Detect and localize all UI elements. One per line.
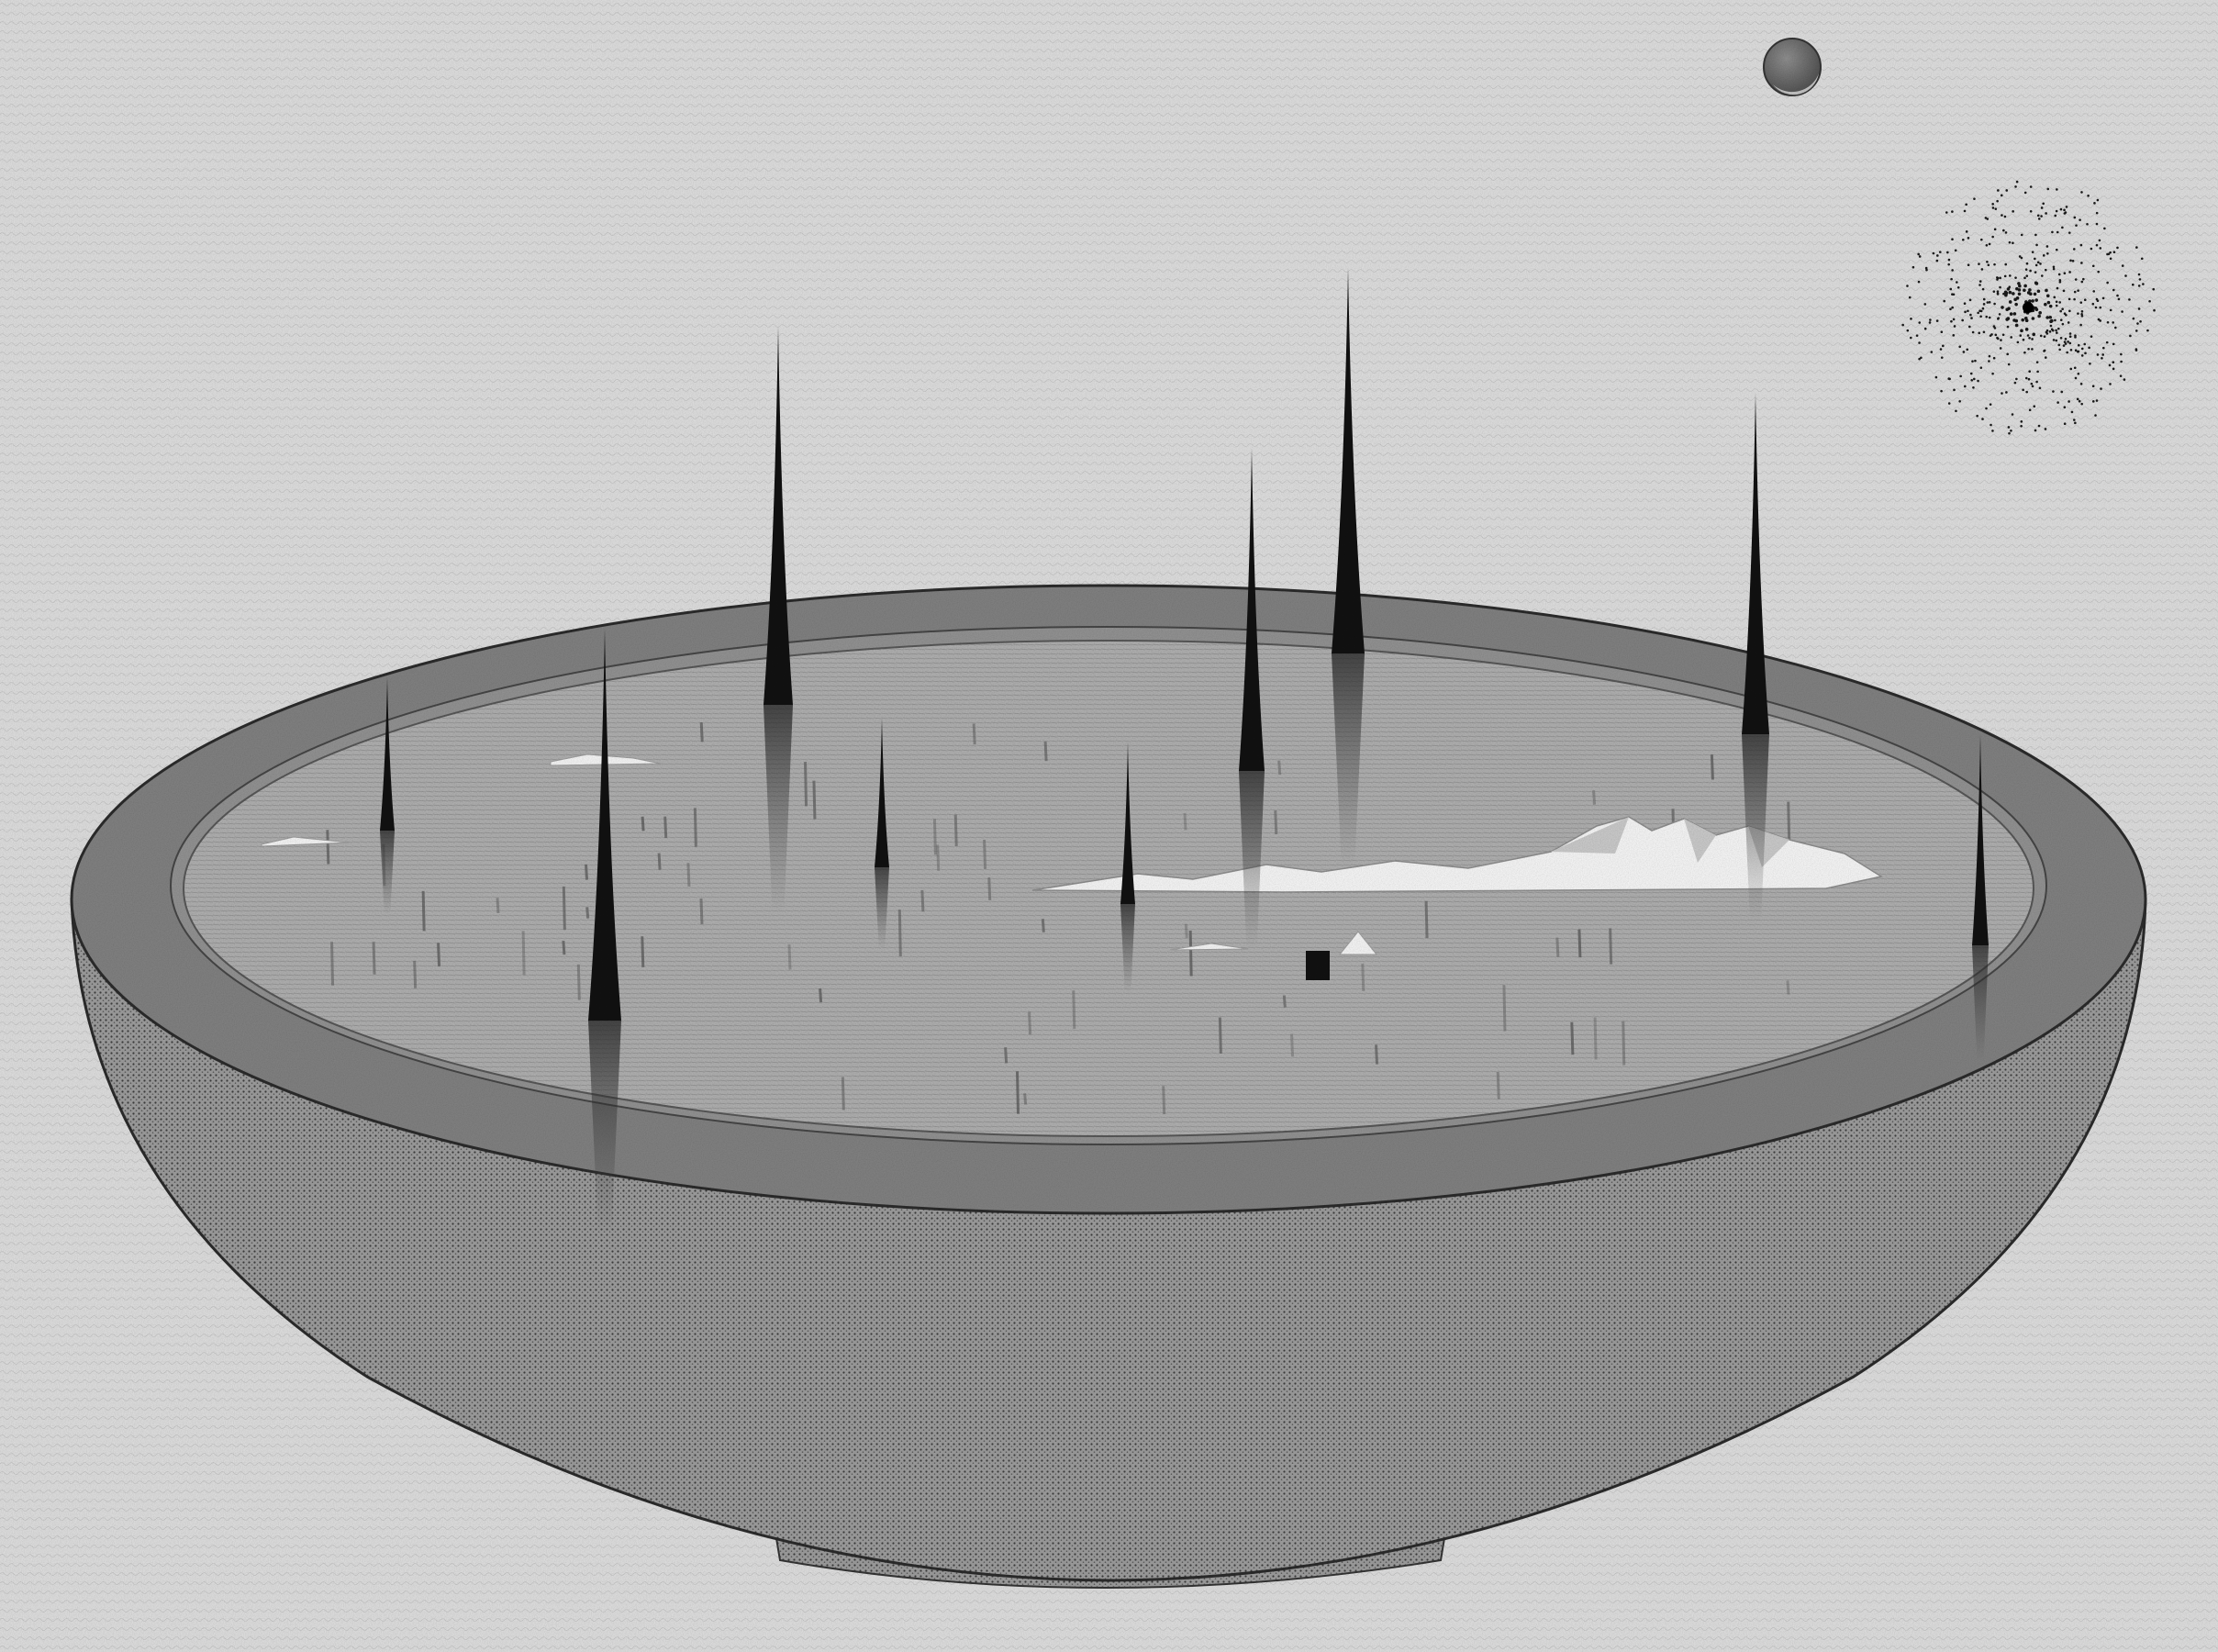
grain-overlay [0, 0, 2218, 1652]
scene-canvas [0, 0, 2218, 1652]
